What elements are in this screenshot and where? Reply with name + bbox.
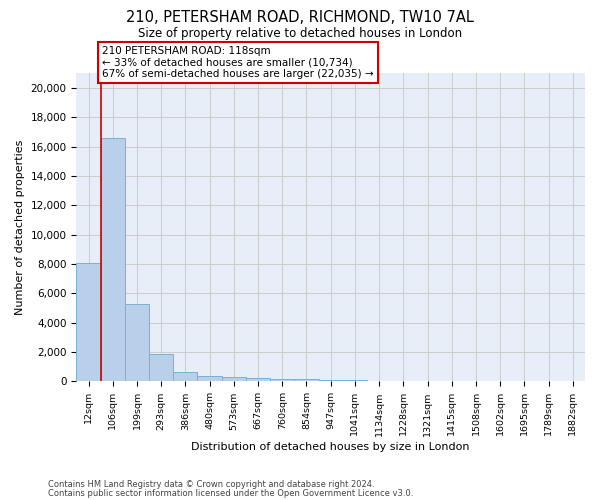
Bar [149,354,173,382]
Bar [367,380,391,382]
Text: Contains HM Land Registry data © Crown copyright and database right 2024.: Contains HM Land Registry data © Crown c… [48,480,374,489]
Bar [246,378,270,382]
Bar [343,380,367,382]
Text: 210, PETERSHAM ROAD, RICHMOND, TW10 7AL: 210, PETERSHAM ROAD, RICHMOND, TW10 7AL [126,10,474,25]
Bar [319,380,343,382]
Bar [270,378,295,382]
Y-axis label: Number of detached properties: Number of detached properties [15,140,25,315]
Text: Size of property relative to detached houses in London: Size of property relative to detached ho… [138,28,462,40]
Bar [391,381,415,382]
Bar [101,138,125,382]
Bar [197,376,222,382]
Text: 210 PETERSHAM ROAD: 118sqm
← 33% of detached houses are smaller (10,734)
67% of : 210 PETERSHAM ROAD: 118sqm ← 33% of deta… [102,46,373,79]
Bar [125,304,149,382]
Bar [173,372,197,382]
Bar [76,262,101,382]
Text: Contains public sector information licensed under the Open Government Licence v3: Contains public sector information licen… [48,490,413,498]
Bar [295,379,319,382]
X-axis label: Distribution of detached houses by size in London: Distribution of detached houses by size … [191,442,470,452]
Bar [222,378,246,382]
